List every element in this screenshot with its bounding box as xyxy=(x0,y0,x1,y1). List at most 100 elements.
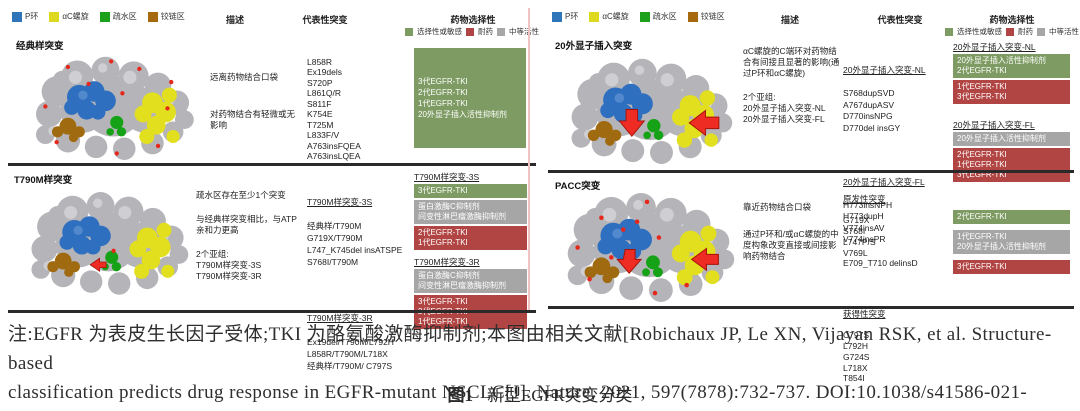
sensitive-color-swatch xyxy=(945,27,953,36)
selectivity-box-intermediate: 20外显子插入活性抑制剂 xyxy=(953,132,1070,146)
selectivity-box-sensitive: 2代EGFR-TKI xyxy=(953,210,1070,224)
resistant-label: 耐药 xyxy=(1018,27,1033,36)
selectivity-box-intermediate: 蛋白激酶C抑制剂 间变性淋巴瘤激酶抑制剂 xyxy=(414,200,527,224)
column-header-mutations: 代表性突变 xyxy=(302,15,348,25)
selectivity-box-intermediate: 1代EGFR-TKI 20外显子插入活性抑制剂 xyxy=(953,230,1070,254)
panel-classical-like: 经典样突变 远离药物结合口袋 对药物结合有轻微或无影响 L858R Ex19de… xyxy=(0,38,540,163)
description-text: αC螺旋的C端环对药物结合有间接且显著的影响(通过P环和αC螺旋) xyxy=(743,46,840,78)
mutation-group-3r: T790M样突变-3R Ex19del/T790M/L792H L858R/T7… xyxy=(307,300,419,384)
mutation-dot xyxy=(111,248,116,253)
achelix-label: αC螺旋 xyxy=(602,12,629,21)
legend-item-ploop: P环 xyxy=(552,11,578,22)
legend-item-hydrophobic: 疏水区 xyxy=(639,11,677,22)
mutation-list: Ex19del/T790M/L792H L858R/T790M/L718X 经典… xyxy=(307,337,394,371)
selectivity-column: 2代EGFR-TKI 1代EGFR-TKI 20外显子插入活性抑制剂 3代EGF… xyxy=(953,210,1070,276)
panel-exon20-insertion: 20外显子插入突变 αC螺旋的C端环对药物结合有间接且显著的影响(通过P环和αC… xyxy=(540,38,1080,244)
description-text: 疏水区存在至少1个突变 xyxy=(196,190,286,200)
mutation-list: 经典样/T790M G719X/T790M L747_K745del insAT… xyxy=(307,221,403,267)
selectivity-box-resistant: 2代EGFR-TKI 1代EGFR-TKI xyxy=(414,226,527,250)
legend-item-hydrophobic: 疏水区 xyxy=(99,11,137,22)
description-column: αC螺旋的C端环对药物结合有间接且显著的影响(通过P环和αC螺旋) 2个亚组: … xyxy=(743,46,843,138)
region-color-legend: P环 αC螺旋 疏水区 铰链区 xyxy=(552,11,725,22)
panel-pacc: PACC突变 靠近药物结合口袋 通过P环和/或αC螺旋的中度构象改变直接或间接影… xyxy=(540,176,1080,383)
mutation-group-3s: T790M样突变-3S 经典样/T790M G719X/T790M L747_K… xyxy=(307,184,419,280)
right-column: P环 αC螺旋 疏水区 铰链区 描述 代表性突变 药物选择性 选择性或敏感 耐药… xyxy=(540,0,1080,383)
description-text: 对药物结合有轻微或无影响 xyxy=(210,109,296,130)
selectivity-box-sensitive: 20外显子插入活性抑制剂 2代EGFR-TKI xyxy=(953,54,1070,78)
intermediate-label: 中等活性 xyxy=(1049,27,1079,36)
achelix-color-swatch xyxy=(589,11,600,22)
panel-t790m-like: T790M样突变 疏水区存在至少1个突变 与经典样突变相比，与ATP亲和力更高 … xyxy=(0,170,540,371)
ploop-label: P环 xyxy=(565,12,579,21)
ploop-color-swatch xyxy=(552,11,562,22)
down-arrow-icon xyxy=(618,109,646,138)
region-color-legend: P环 αC螺旋 疏水区 铰链区 xyxy=(12,11,185,22)
sensitive-label: 选择性或敏感 xyxy=(957,27,1002,36)
selectivity-group-heading: T790M样突变-3R xyxy=(414,257,480,267)
resistant-color-swatch xyxy=(1006,27,1014,36)
section-divider xyxy=(548,170,1074,173)
sensitive-label: 选择性或敏感 xyxy=(417,27,462,36)
mutation-arrow-icon xyxy=(89,257,107,273)
description-text: 与经典样突变相比，与ATP亲和力更高 xyxy=(196,214,297,235)
hinge-color-swatch xyxy=(687,11,698,22)
note-line-1: 注:EGFR 为表皮生长因子受体;TKI 为酪氨酸激酶抑制剂;本图由相关文献[R… xyxy=(8,324,1052,374)
mutation-group-heading: 20外显子插入突变-NL xyxy=(843,65,926,75)
figure-number: 图1 xyxy=(447,386,474,405)
selectivity-box-sensitive: 3代EGFR-TKI xyxy=(414,184,527,198)
selectivity-group-heading: 20外显子插入突变-FL xyxy=(953,120,1035,130)
selectivity-group-3r: T790M样突变-3R 蛋白激酶C抑制剂 间变性淋巴瘤激酶抑制剂 3代EGFR-… xyxy=(414,257,527,329)
hydrophobic-color-swatch xyxy=(639,11,650,22)
description-text: 通过P环和/或αC螺旋的中度构象改变直接或间接影响药物结合 xyxy=(743,229,839,261)
left-arrow-icon xyxy=(690,247,719,272)
mutation-group-nl: 20外显子插入突变-NL S768dupSVD A767dupASV D770i… xyxy=(843,54,953,146)
figure-caption: 图1 新型EGFR突变分类 xyxy=(0,381,1080,406)
hinge-label: 铰链区 xyxy=(160,12,185,21)
selectivity-box-resistant: 1代EGFR-TKI 3代EGFR-TKI xyxy=(953,80,1070,104)
protein-structure-pacc xyxy=(567,192,735,302)
description-column: 疏水区存在至少1个突变 与经典样突变相比，与ATP亲和力更高 2个亚组: T79… xyxy=(196,190,298,295)
mutation-group-heading: 获得性突变 xyxy=(843,308,886,319)
protein-structure-classical xyxy=(35,56,194,160)
legend-item-hinge: 铰链区 xyxy=(147,11,185,22)
mutation-list: C797S L792H G724S L718X T854I xyxy=(843,330,870,384)
protein-structure-exon20 xyxy=(571,58,733,164)
selectivity-key-legend: 选择性或敏感 耐药 中等活性 xyxy=(405,26,539,37)
down-arrow-icon xyxy=(616,248,643,275)
panel-title: 经典样突变 xyxy=(16,41,64,52)
mutation-group-acquired: 获得性突变 C797S L792H G724S L718X T854I xyxy=(843,298,953,395)
panel-title: 20外显子插入突变 xyxy=(555,41,633,52)
left-arrow-icon xyxy=(688,109,720,137)
column-header-mutations: 代表性突变 xyxy=(877,15,923,25)
selectivity-group-fl: 20外显子插入突变-FL 20外显子插入活性抑制剂 2代EGFR-TKI 1代E… xyxy=(953,120,1070,182)
sensitive-color-swatch xyxy=(405,27,413,36)
description-column: 远离药物结合口袋 对药物结合有轻微或无影响 xyxy=(210,72,302,144)
selectivity-box-sensitive: 3代EGFR-TKI 2代EGFR-TKI 1代EGFR-TKI 20外显子插入… xyxy=(414,48,526,148)
note-line-2: classification predicts drug response in… xyxy=(8,382,1028,403)
selectivity-group-nl: 20外显子插入突变-NL 20外显子插入活性抑制剂 2代EGFR-TKI 1代E… xyxy=(953,42,1070,104)
panel-title: T790M样突变 xyxy=(14,175,73,186)
mutation-list: S768dupSVD A767dupASV D770insNPG D770del… xyxy=(843,88,901,133)
hinge-color-swatch xyxy=(147,11,158,22)
mutations-column: 原发性突变 G719X S768I L747P/S V769L E709_T71… xyxy=(843,172,953,411)
selectivity-group-heading: T790M样突变-3S xyxy=(414,172,480,182)
resistant-label: 耐药 xyxy=(478,27,493,36)
hydrophobic-color-swatch xyxy=(99,11,110,22)
column-split-line xyxy=(528,8,530,310)
column-header-description: 描述 xyxy=(225,15,244,25)
selectivity-column: 20外显子插入突变-NL 20外显子插入活性抑制剂 2代EGFR-TKI 1代E… xyxy=(953,42,1070,189)
selectivity-key-legend: 选择性或敏感 耐药 中等活性 xyxy=(945,26,1079,37)
mutation-group-heading: T790M样突变-3S xyxy=(307,197,373,207)
mutation-list: H773insNPH H773dupH V774insAV V774insPR xyxy=(843,199,893,245)
description-text: 2个亚组: 20外显子插入突变-NL 20外显子插入突变-FL xyxy=(743,92,826,124)
legend-item-achelix: αC螺旋 xyxy=(589,11,629,22)
selectivity-column: 3代EGFR-TKI 2代EGFR-TKI 1代EGFR-TKI 20外显子插入… xyxy=(414,48,526,150)
hinge-label: 铰链区 xyxy=(700,12,725,21)
description-text: 远离药物结合口袋 xyxy=(210,72,279,82)
selectivity-box-resistant: 3代EGFR-TKI xyxy=(953,260,1070,274)
mutation-group-heading: 原发性突变 xyxy=(843,193,886,204)
mutations-column: L858R Ex19dels S720P L861Q/R S811F K754E… xyxy=(307,46,412,180)
panel-title: PACC突变 xyxy=(555,181,601,192)
mutation-list: L858R Ex19dels S720P L861Q/R S811F K754E… xyxy=(307,56,361,162)
